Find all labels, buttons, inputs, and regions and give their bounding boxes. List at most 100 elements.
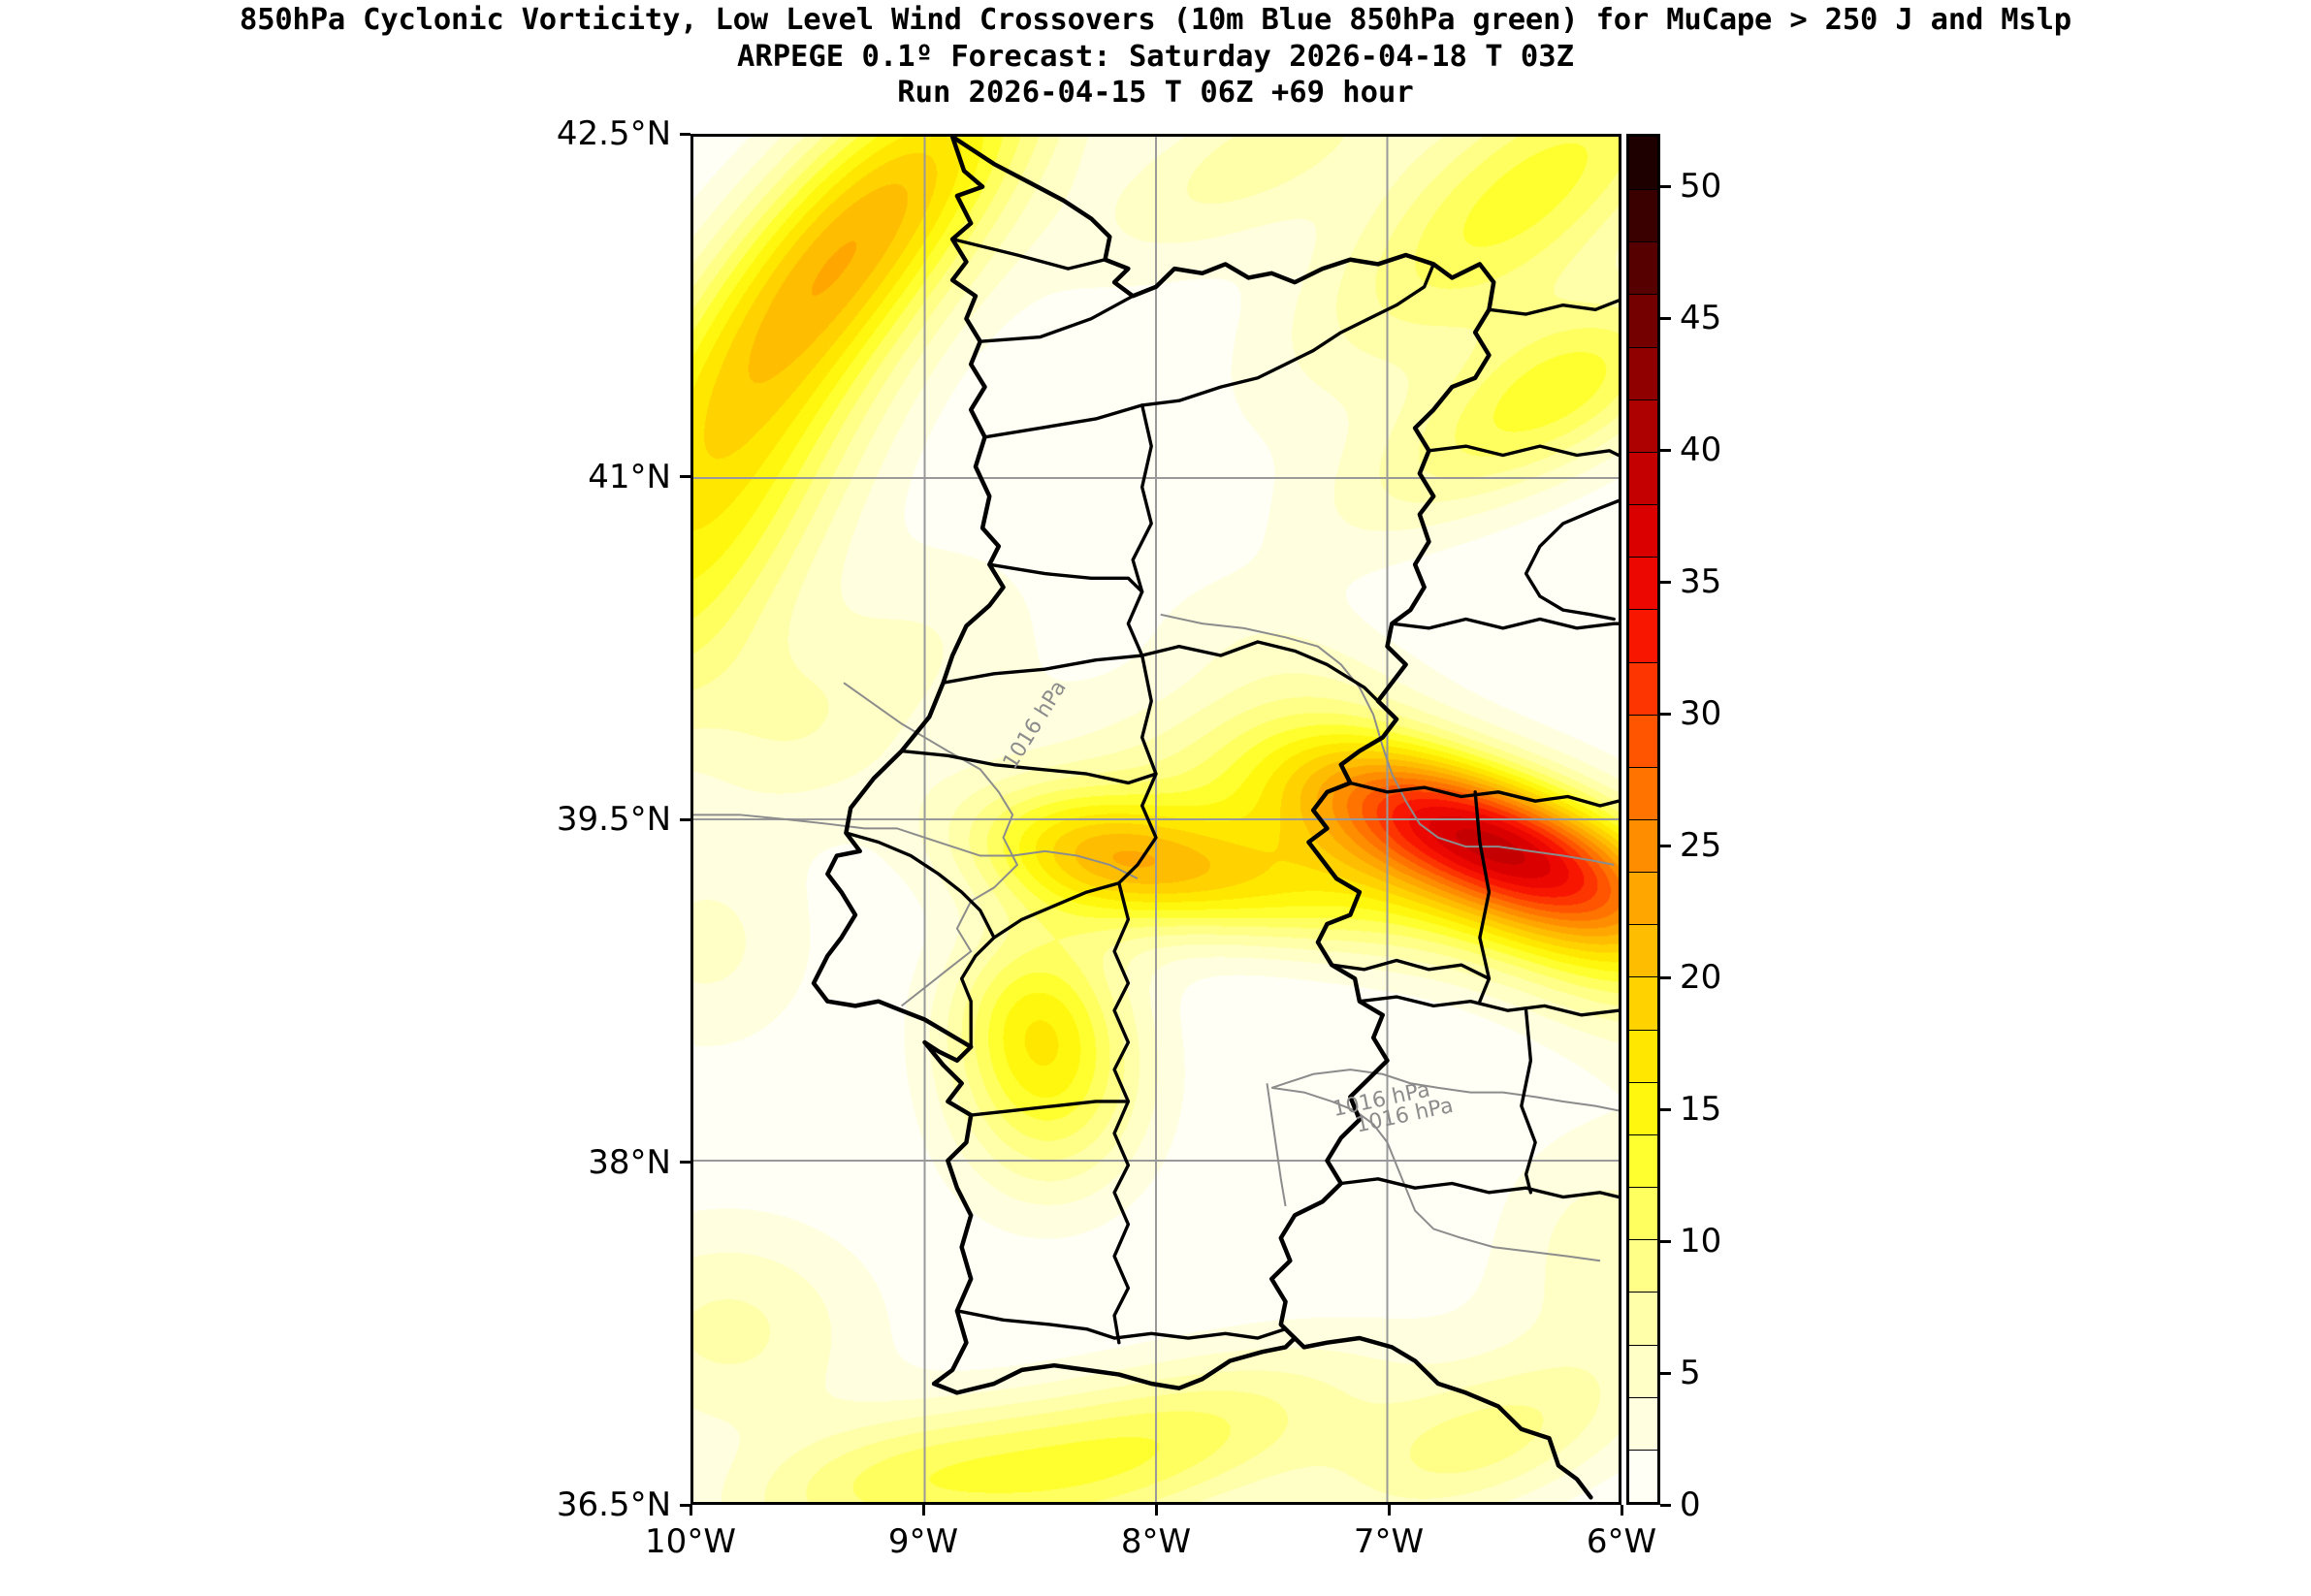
colorbar-segment <box>1629 137 1657 190</box>
colorbar-tick-label: 40 <box>1680 431 1722 470</box>
map-gridlines <box>693 137 1619 1502</box>
colorbar-tick-mark <box>1660 975 1671 979</box>
colorbar-segment <box>1629 1239 1657 1293</box>
colorbar-band-divider <box>1629 504 1657 506</box>
y-axis-tick-label: 38°N <box>588 1142 671 1182</box>
colorbar[interactable] <box>1626 134 1660 1505</box>
x-tick-mark <box>1620 1505 1623 1516</box>
page-title: 850hPa Cyclonic Vorticity, Low Level Win… <box>240 3 2071 37</box>
colorbar-band-divider <box>1629 1344 1657 1346</box>
colorbar-tick-mark <box>1660 1371 1671 1375</box>
colorbar-band-divider <box>1629 1449 1657 1451</box>
colorbar-segment <box>1629 976 1657 1030</box>
colorbar-band-divider <box>1629 819 1657 820</box>
map-axes[interactable]: 1016 hPa 1016 hPa 1016 hPa <box>690 134 1621 1505</box>
colorbar-segment <box>1629 1081 1657 1134</box>
colorbar-tick-mark <box>1660 580 1671 584</box>
colorbar-tick-label: 35 <box>1680 562 1722 602</box>
y-axis-tick-label: 39.5°N <box>556 800 671 839</box>
x-tick-mark <box>1154 1505 1158 1516</box>
colorbar-tick-mark <box>1660 316 1671 320</box>
colorbar-tick-label: 45 <box>1680 299 1722 338</box>
colorbar-segment <box>1629 557 1657 610</box>
isobar-label: 1016 hPa <box>999 677 1072 774</box>
colorbar-segment <box>1629 241 1657 295</box>
colorbar-band-divider <box>1629 872 1657 874</box>
colorbar-tick-label: 5 <box>1680 1354 1701 1393</box>
colorbar-tick-mark <box>1660 712 1671 716</box>
colorbar-segment <box>1629 1449 1657 1502</box>
colorbar-tick-mark <box>1660 1503 1671 1507</box>
colorbar-band-divider <box>1629 661 1657 663</box>
colorbar-band-divider <box>1629 1081 1657 1083</box>
colorbar-segment <box>1629 1344 1657 1397</box>
colorbar-band-divider <box>1629 451 1657 453</box>
colorbar-tick-mark <box>1660 844 1671 847</box>
colorbar-segment <box>1629 189 1657 242</box>
colorbar-band-divider <box>1629 609 1657 611</box>
colorbar-gradient <box>1629 137 1657 1502</box>
x-axis-tick-label: 10°W <box>645 1522 736 1561</box>
y-tick-mark <box>680 132 690 136</box>
colorbar-tick-label: 25 <box>1680 826 1722 866</box>
chart-title-block: 850hPa Cyclonic Vorticity, Low Level Win… <box>0 0 2311 109</box>
x-axis-tick-label: 9°W <box>887 1522 959 1561</box>
colorbar-tick-mark <box>1660 184 1671 188</box>
colorbar-tick-label: 30 <box>1680 694 1722 734</box>
colorbar-band-divider <box>1629 294 1657 296</box>
colorbar-segment <box>1629 1187 1657 1240</box>
colorbar-tick-label: 10 <box>1680 1222 1722 1261</box>
colorbar-band-divider <box>1629 1187 1657 1189</box>
colorbar-segment <box>1629 609 1657 662</box>
chart-subtitle: ARPEGE 0.1º Forecast: Saturday 2026-04-1… <box>736 39 1575 74</box>
colorbar-segment <box>1629 766 1657 819</box>
y-axis-tick-label: 41°N <box>588 457 671 496</box>
y-tick-mark <box>680 475 690 478</box>
colorbar-segment <box>1629 346 1657 399</box>
x-tick-mark <box>1387 1505 1391 1516</box>
colorbar-tick-mark <box>1660 1107 1671 1111</box>
colorbar-tick-label: 0 <box>1680 1485 1701 1524</box>
colorbar-band-divider <box>1629 557 1657 559</box>
colorbar-segment <box>1629 819 1657 873</box>
colorbar-segment <box>1629 504 1657 558</box>
colorbar-tick-mark <box>1660 448 1671 452</box>
colorbar-band-divider <box>1629 189 1657 191</box>
colorbar-band-divider <box>1629 976 1657 978</box>
colorbar-band-divider <box>1629 924 1657 926</box>
colorbar-band-divider <box>1629 1239 1657 1241</box>
colorbar-band-divider <box>1629 399 1657 400</box>
colorbar-segment <box>1629 451 1657 505</box>
y-tick-mark <box>680 1161 690 1164</box>
colorbar-tick-label: 20 <box>1680 958 1722 998</box>
chart-run-info: Run 2026-04-15 T 06Z +69 hour <box>897 76 1414 110</box>
colorbar-band-divider <box>1629 1292 1657 1293</box>
colorbar-segment <box>1629 872 1657 925</box>
colorbar-segment <box>1629 714 1657 767</box>
colorbar-segment <box>1629 399 1657 452</box>
colorbar-tick-label: 50 <box>1680 167 1722 207</box>
y-axis-tick-label: 42.5°N <box>556 114 671 153</box>
y-tick-mark <box>680 1503 690 1507</box>
x-axis-tick-label: 7°W <box>1353 1522 1425 1561</box>
colorbar-segment <box>1629 661 1657 715</box>
x-tick-mark <box>689 1505 692 1516</box>
colorbar-segment <box>1629 294 1657 347</box>
colorbar-segment <box>1629 1029 1657 1082</box>
colorbar-band-divider <box>1629 346 1657 348</box>
colorbar-band-divider <box>1629 766 1657 768</box>
x-axis-tick-label: 6°W <box>1586 1522 1657 1561</box>
colorbar-band-divider <box>1629 1029 1657 1031</box>
country-border-lines <box>811 137 1619 1500</box>
colorbar-segment <box>1629 1133 1657 1188</box>
colorbar-band-divider <box>1629 1396 1657 1398</box>
colorbar-segment <box>1629 924 1657 977</box>
colorbar-band-divider <box>1629 714 1657 716</box>
colorbar-tick-mark <box>1660 1239 1671 1243</box>
colorbar-band-divider <box>1629 241 1657 243</box>
colorbar-tick-label: 15 <box>1680 1090 1722 1130</box>
x-tick-mark <box>921 1505 925 1516</box>
colorbar-band-divider <box>1629 1133 1657 1135</box>
